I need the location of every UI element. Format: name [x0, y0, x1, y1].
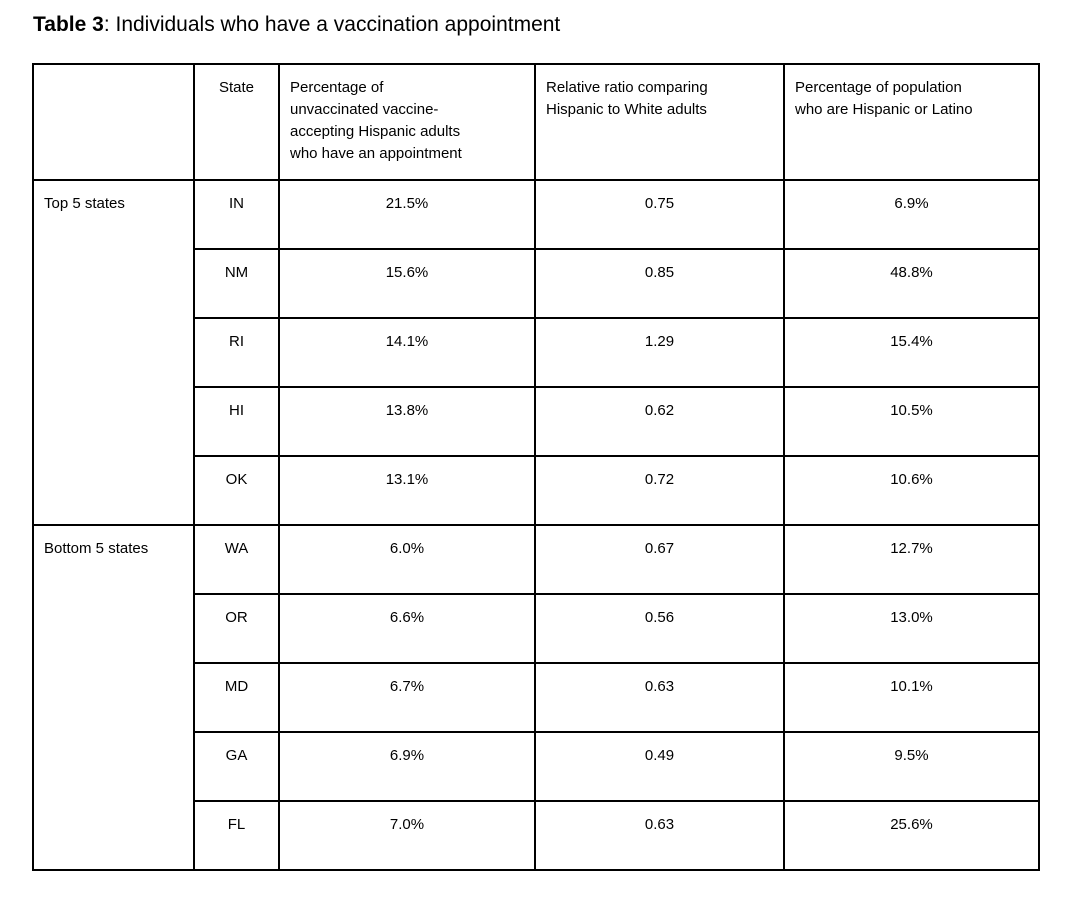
cell-pct-appointment: 7.0%	[278, 800, 536, 871]
table-row: HI 13.8% 0.62 10.5%	[33, 386, 1040, 457]
table-row: Top 5 states IN 21.5% 0.75 6.9%	[32, 179, 1040, 526]
cell-pct-appointment: 14.1%	[278, 317, 536, 388]
cell-pct-population: 6.9%	[783, 179, 1040, 250]
table-row: OR 6.6% 0.56 13.0%	[33, 593, 1040, 664]
cell-state: HI	[193, 386, 280, 457]
cell-state: NM	[193, 248, 280, 319]
cell-pct-appointment: 13.8%	[278, 386, 536, 457]
cell-relative-ratio: 0.85	[534, 248, 785, 319]
header-pct-appointment: Percentage of unvaccinated vaccine- acce…	[278, 63, 536, 181]
cell-pct-appointment: 6.9%	[278, 731, 536, 802]
cell-pct-population: 25.6%	[783, 800, 1040, 871]
group-label-top5: Top 5 states	[32, 179, 195, 526]
table-row: RI 14.1% 1.29 15.4%	[33, 317, 1040, 388]
vaccination-appointment-table: State Percentage of unvaccinated vaccine…	[32, 63, 1040, 871]
cell-pct-appointment: 15.6%	[278, 248, 536, 319]
cell-relative-ratio: 0.63	[534, 800, 785, 871]
table-title-label: Table 3	[33, 13, 104, 36]
cell-pct-population: 12.7%	[783, 524, 1040, 595]
cell-state: RI	[193, 317, 280, 388]
cell-pct-population: 9.5%	[783, 731, 1040, 802]
cell-state: WA	[193, 524, 280, 595]
cell-pct-appointment: 21.5%	[278, 179, 536, 250]
table-row: NM 15.6% 0.85 48.8%	[33, 248, 1040, 319]
table-row: GA 6.9% 0.49 9.5%	[33, 731, 1040, 802]
cell-pct-appointment: 13.1%	[278, 455, 536, 526]
cell-pct-appointment: 6.0%	[278, 524, 536, 595]
cell-state: GA	[193, 731, 280, 802]
group-label-bottom5: Bottom 5 states	[32, 524, 195, 871]
table-row: Bottom 5 states WA 6.0% 0.67 12.7%	[32, 524, 1040, 871]
table-row: MD 6.7% 0.63 10.1%	[33, 662, 1040, 733]
cell-pct-population: 10.1%	[783, 662, 1040, 733]
header-relative-ratio: Relative ratio comparing Hispanic to Whi…	[534, 63, 785, 181]
header-group	[32, 63, 195, 181]
table-title: Table 3: Individuals who have a vaccinat…	[33, 13, 1072, 37]
cell-relative-ratio: 1.29	[534, 317, 785, 388]
cell-state: OR	[193, 593, 280, 664]
cell-relative-ratio: 0.56	[534, 593, 785, 664]
header-state: State	[193, 63, 280, 181]
cell-pct-appointment: 6.6%	[278, 593, 536, 664]
cell-pct-population: 48.8%	[783, 248, 1040, 319]
cell-pct-appointment: 6.7%	[278, 662, 536, 733]
cell-pct-population: 13.0%	[783, 593, 1040, 664]
cell-relative-ratio: 0.63	[534, 662, 785, 733]
cell-state: MD	[193, 662, 280, 733]
table-row: FL 7.0% 0.63 25.6%	[33, 800, 1040, 871]
table-title-text: : Individuals who have a vaccination app…	[103, 13, 561, 36]
cell-relative-ratio: 0.62	[534, 386, 785, 457]
cell-relative-ratio: 0.72	[534, 455, 785, 526]
table-row: OK 13.1% 0.72 10.6%	[33, 455, 1040, 526]
header-pct-population: Percentage of population who are Hispani…	[783, 63, 1040, 181]
cell-relative-ratio: 0.67	[534, 524, 785, 595]
cell-state: OK	[193, 455, 280, 526]
cell-state: IN	[193, 179, 280, 250]
header-row: State Percentage of unvaccinated vaccine…	[32, 63, 1040, 181]
cell-relative-ratio: 0.49	[534, 731, 785, 802]
cell-pct-population: 10.6%	[783, 455, 1040, 526]
cell-pct-population: 15.4%	[783, 317, 1040, 388]
cell-relative-ratio: 0.75	[534, 179, 785, 250]
cell-pct-population: 10.5%	[783, 386, 1040, 457]
cell-state: FL	[193, 800, 280, 871]
